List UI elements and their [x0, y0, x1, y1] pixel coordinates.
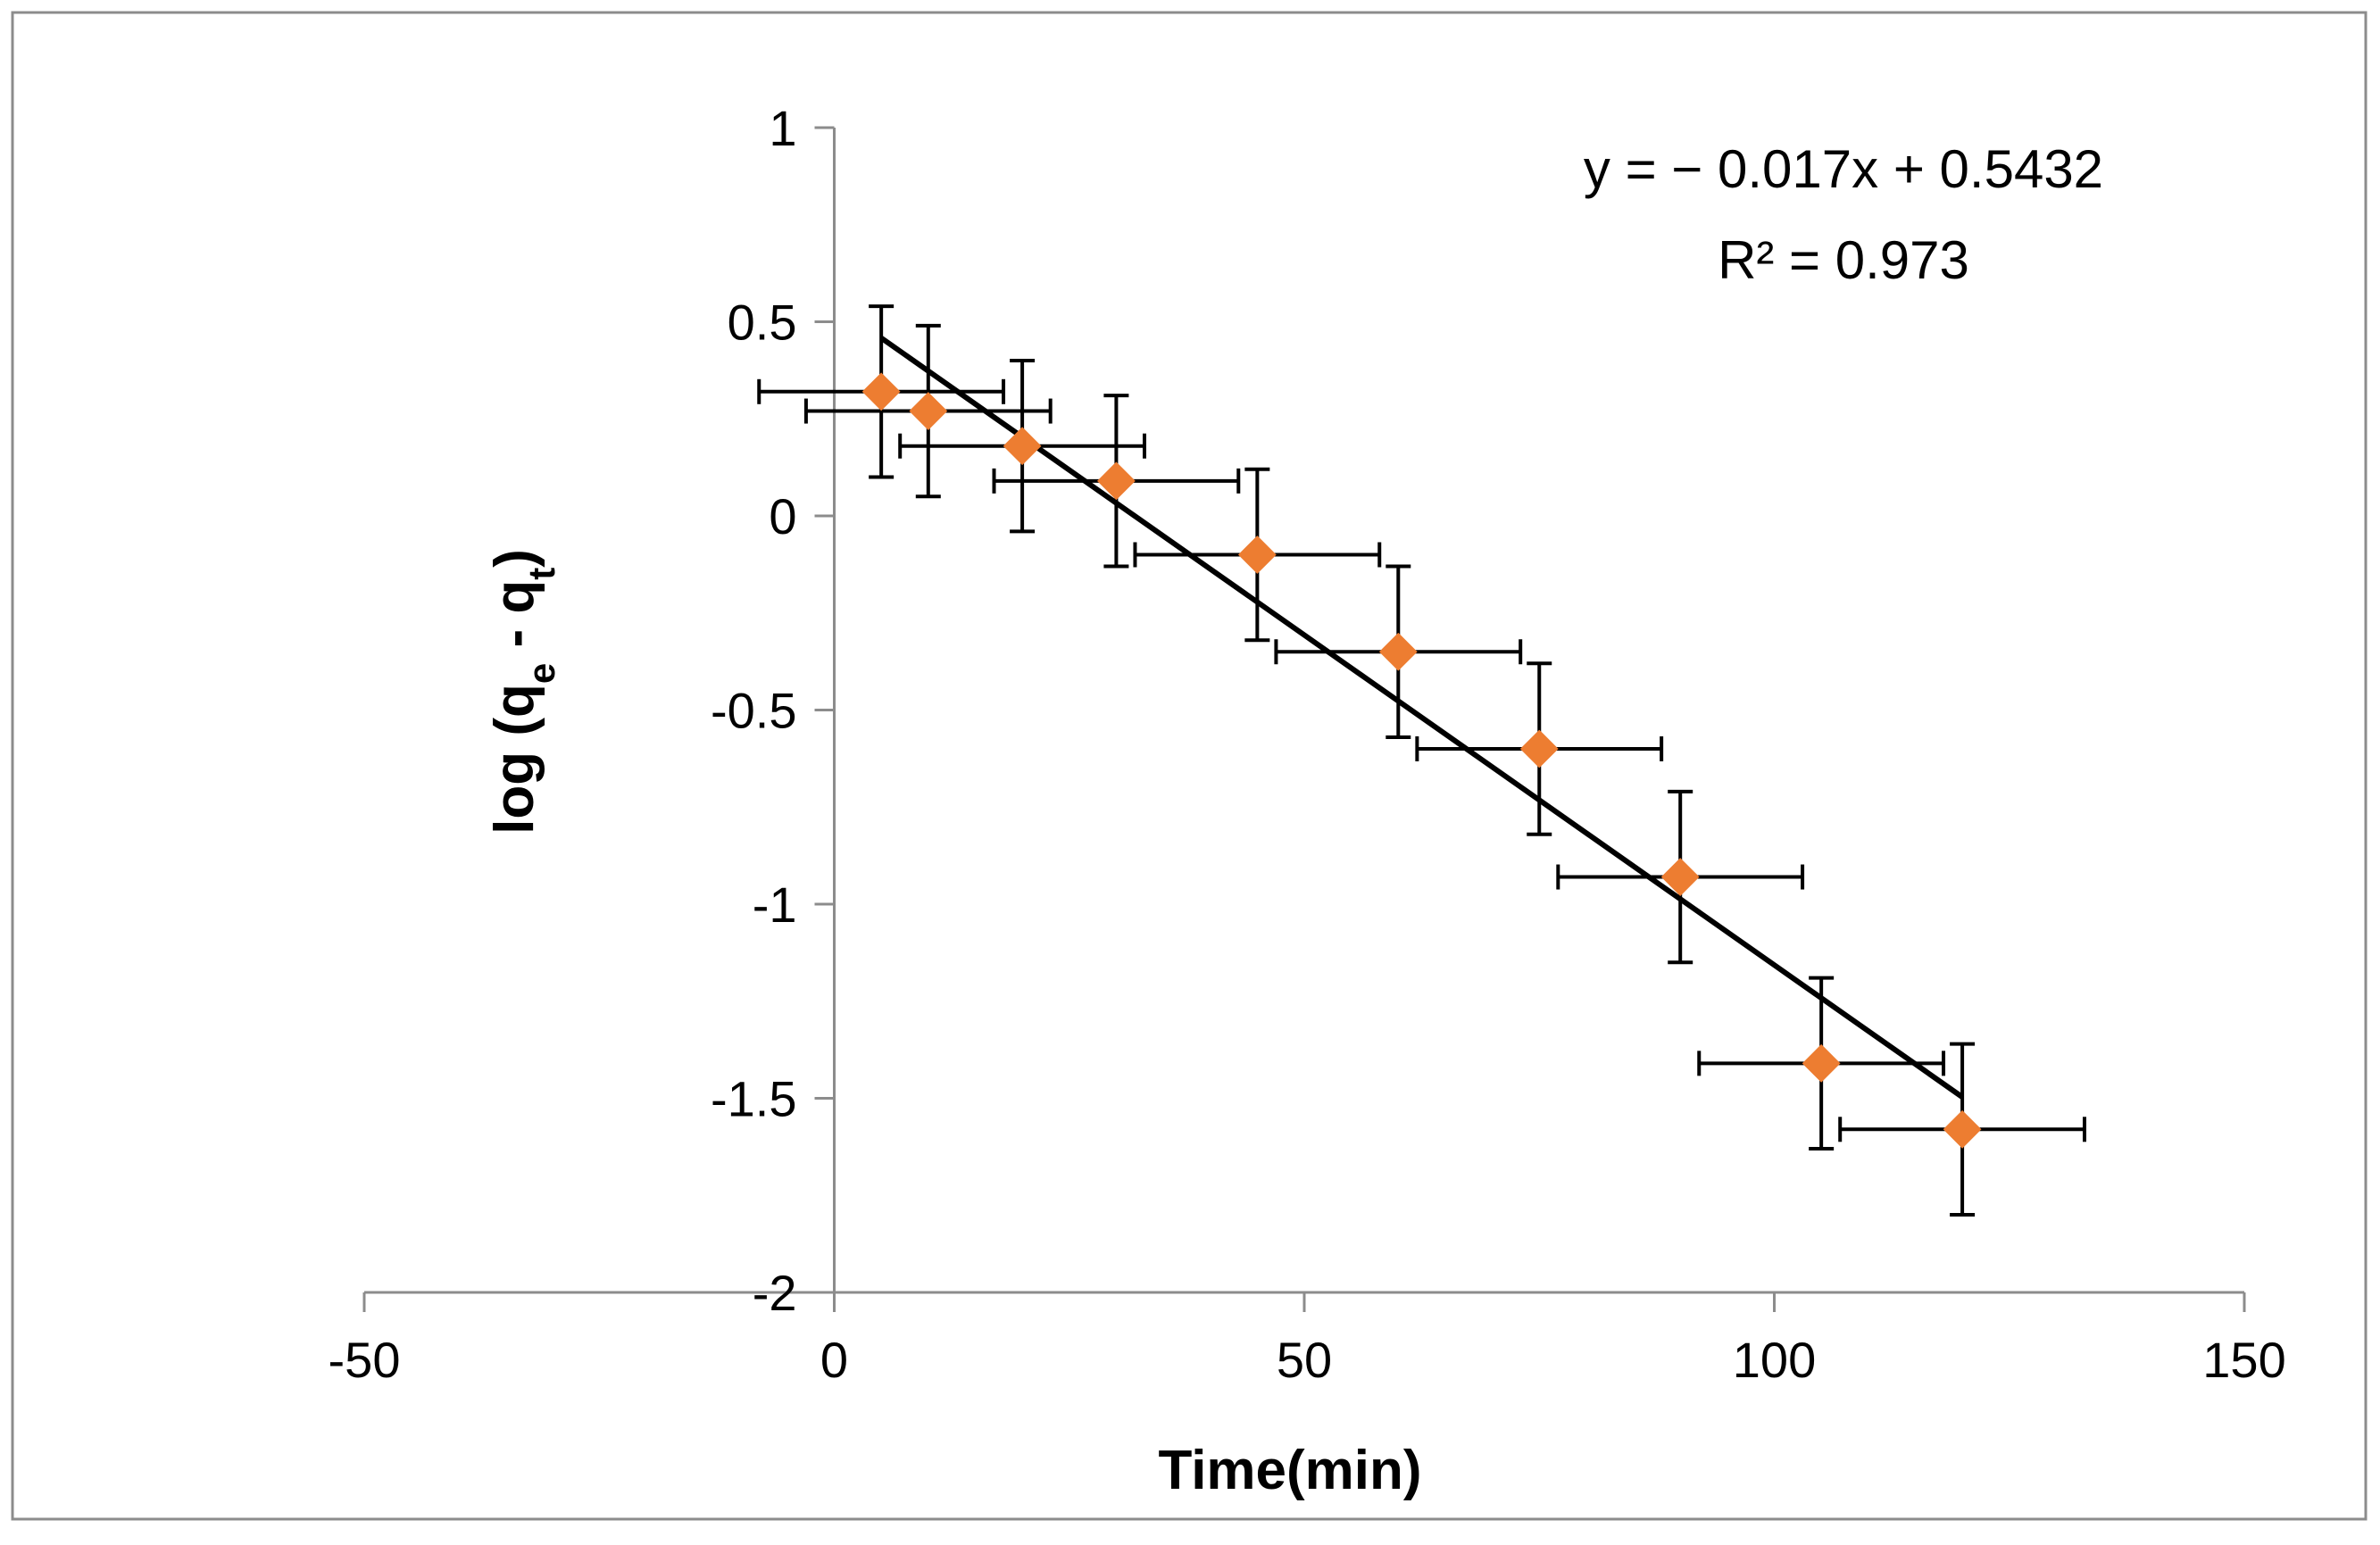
- x-tick-label: 0: [820, 1332, 848, 1388]
- chart-border: [11, 11, 2368, 1521]
- y-tick-label: -2: [753, 1265, 797, 1321]
- data-point: [1378, 632, 1418, 671]
- y-ticks: -2 -1.5 -1 -0.5 0 0.5 1: [711, 100, 835, 1321]
- y-tick-label: 0.5: [728, 295, 797, 351]
- y-tick-label: 0: [769, 488, 796, 544]
- x-tick-label: 50: [1277, 1332, 1332, 1388]
- data-point: [1519, 729, 1559, 768]
- y-tick-label: -1: [753, 876, 797, 933]
- data-point: [1003, 427, 1042, 466]
- y-axis-title-main: log (q: [484, 684, 545, 835]
- y-axis-title-sub-e: e: [520, 663, 562, 684]
- data-points: [861, 372, 1982, 1149]
- x-axis-title: Time(min): [1158, 1440, 1421, 1501]
- x-tick-label: 100: [1733, 1332, 1816, 1388]
- data-point: [1660, 858, 1700, 896]
- y-tick-label: -0.5: [711, 683, 797, 739]
- y-tick-label: -1.5: [711, 1071, 797, 1127]
- data-point: [909, 392, 948, 430]
- data-point: [1096, 461, 1136, 501]
- data-point: [1943, 1109, 1982, 1149]
- x-tick-label: -50: [329, 1332, 401, 1388]
- x-ticks: -50 0 50 100 150: [329, 1292, 2286, 1388]
- data-point: [1237, 536, 1277, 574]
- trendline: [879, 336, 1964, 1100]
- x-tick-label: 150: [2202, 1332, 2285, 1388]
- y-axis-title-sub-t: t: [520, 568, 562, 580]
- trendline-r-squared: R² = 0.973: [1718, 230, 1969, 290]
- y-axis-title-end: ): [484, 549, 545, 568]
- y-axis-title-mid: - q: [484, 580, 545, 663]
- data-point: [861, 372, 901, 411]
- data-point: [1802, 1043, 1841, 1083]
- y-tick-label: 1: [769, 100, 796, 156]
- y-axis-title: log (qe - qt): [484, 549, 562, 835]
- trendline-equation: y = − 0.017x + 0.5432: [1584, 139, 2103, 199]
